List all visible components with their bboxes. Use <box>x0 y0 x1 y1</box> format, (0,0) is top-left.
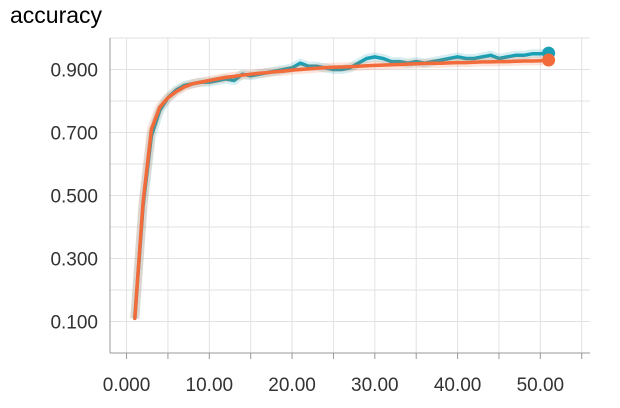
series-line-0 <box>133 51 551 321</box>
grid <box>110 37 590 353</box>
x-tick-label: 0.000 <box>103 375 151 396</box>
x-tick-label: 40.00 <box>434 375 482 396</box>
series-halo <box>130 55 549 319</box>
axes <box>109 38 590 359</box>
y-tick-label: 0.100 <box>50 313 98 334</box>
x-tick-label: 10.00 <box>186 375 234 396</box>
x-tick-label: 30.00 <box>351 375 399 396</box>
series-end-marker-1 <box>542 53 556 67</box>
tick-labels: 0.100 0.300 0.500 0.700 0.900 0.000 10.00 20.00… <box>50 61 564 397</box>
series-group <box>130 46 556 321</box>
y-tick-label: 0.900 <box>50 61 98 82</box>
x-tick-label: 20.00 <box>268 375 316 396</box>
chart-title: accuracy <box>10 2 103 28</box>
y-tick-label: 0.300 <box>50 250 98 271</box>
y-tick-label: 0.700 <box>50 124 98 145</box>
series-line-1 <box>133 58 551 321</box>
y-tick-label: 0.500 <box>50 187 98 208</box>
x-tick-label: 50.00 <box>517 375 565 396</box>
series-halo <box>130 48 549 319</box>
